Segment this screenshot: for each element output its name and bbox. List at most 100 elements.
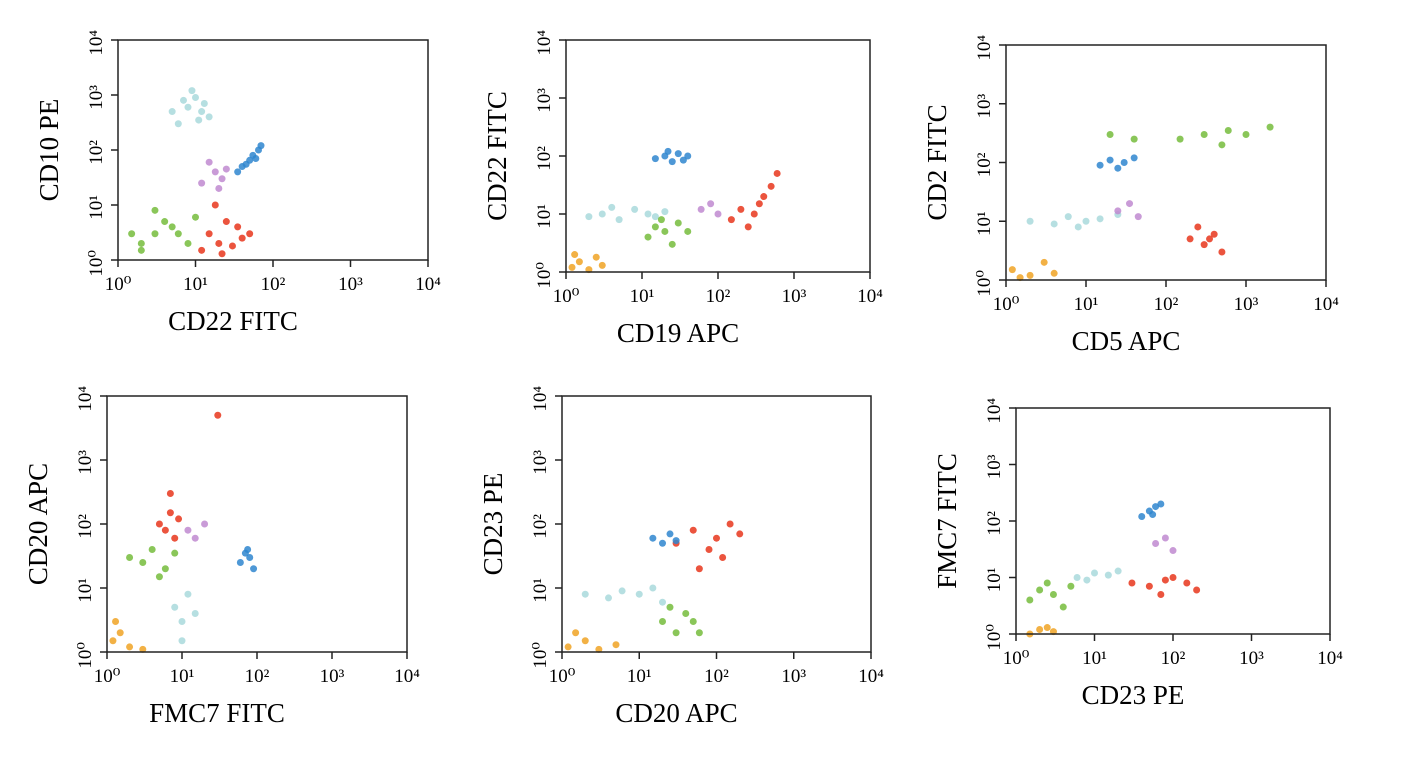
point: [168, 108, 176, 116]
y-tick-label: 10⁴: [530, 386, 551, 412]
point: [1218, 141, 1226, 149]
point: [246, 553, 254, 561]
point: [184, 239, 192, 247]
point: [719, 553, 727, 561]
point: [1210, 230, 1218, 238]
y-axis-title: CD22 FITC: [482, 91, 512, 221]
y-tick-label: 10⁰: [86, 250, 107, 277]
point: [1026, 271, 1034, 279]
point: [215, 239, 223, 247]
x-tick-label: 10¹: [183, 274, 208, 295]
x-tick-label: 10⁴: [1317, 648, 1343, 669]
y-axis-title: CD20 APC: [23, 463, 53, 585]
point: [585, 213, 593, 221]
y-tick-label: 10²: [75, 514, 96, 539]
point: [575, 258, 583, 266]
point: [727, 216, 735, 224]
point: [171, 549, 179, 557]
point: [178, 637, 186, 645]
point: [651, 213, 659, 221]
x-axis-title: CD19 APC: [617, 318, 739, 348]
point: [148, 545, 156, 553]
point: [736, 530, 744, 538]
y-tick-label: 10⁴: [974, 35, 995, 61]
x-tick-label: 10³: [1239, 648, 1264, 669]
x-tick-label: 10³: [338, 274, 363, 295]
point: [608, 203, 616, 211]
point: [1157, 500, 1165, 508]
point: [109, 637, 117, 645]
point: [1026, 596, 1034, 604]
point: [644, 210, 652, 218]
y-tick-label: 10⁴: [534, 30, 555, 56]
point: [246, 156, 254, 164]
y-axis-title: CD10 PE: [34, 99, 64, 202]
x-axis-title: CD23 PE: [1082, 680, 1185, 710]
point: [750, 210, 758, 218]
plot-frame: [1005, 44, 1327, 281]
y-tick-label: 10¹: [534, 204, 555, 229]
point: [737, 205, 745, 213]
point: [1104, 571, 1112, 579]
point: [1043, 624, 1051, 632]
point: [767, 182, 775, 190]
point: [184, 590, 192, 598]
point: [1152, 539, 1160, 547]
point: [184, 103, 192, 111]
y-axis-title: FMC7 FITC: [932, 453, 962, 589]
point: [1206, 235, 1214, 243]
point: [151, 206, 159, 214]
point: [246, 230, 254, 238]
point: [672, 537, 680, 545]
point: [191, 609, 199, 617]
point: [581, 637, 589, 645]
point: [1083, 576, 1091, 584]
point: [1082, 217, 1090, 225]
point: [674, 219, 682, 227]
point: [191, 534, 199, 542]
point: [679, 156, 687, 164]
point: [234, 223, 242, 231]
point: [218, 250, 226, 258]
point: [598, 210, 606, 218]
point: [244, 545, 252, 553]
point: [666, 603, 674, 611]
point: [139, 645, 147, 653]
x-tick-label: 10²: [1154, 294, 1179, 315]
point: [1120, 159, 1128, 166]
point: [1145, 582, 1153, 590]
point: [684, 152, 692, 160]
point: [1186, 235, 1194, 243]
point: [684, 227, 692, 235]
point: [659, 539, 667, 547]
point: [664, 147, 672, 155]
point: [168, 223, 176, 231]
point: [211, 201, 219, 209]
point: [1049, 591, 1057, 599]
point: [250, 565, 258, 573]
point: [205, 230, 213, 238]
point: [161, 565, 169, 573]
y-tick-label: 10⁰: [974, 270, 995, 297]
x-tick-label: 10²: [706, 286, 731, 307]
y-axis-title: CD23 PE: [478, 473, 508, 576]
x-tick-label: 10⁴: [394, 666, 420, 687]
point: [252, 155, 260, 163]
y-tick-label: 10¹: [86, 195, 107, 220]
point: [1149, 511, 1157, 519]
point: [1224, 127, 1232, 135]
point: [195, 116, 203, 124]
y-tick-label: 10³: [534, 88, 555, 113]
point: [744, 223, 752, 231]
x-tick-label: 10¹: [630, 286, 655, 307]
x-tick-label: 10¹: [170, 666, 195, 687]
point: [695, 565, 703, 573]
point: [592, 253, 600, 261]
point: [1074, 223, 1082, 231]
point: [1193, 586, 1201, 594]
point: [1183, 579, 1191, 587]
point: [635, 590, 643, 598]
point: [697, 205, 705, 213]
y-tick-label: 10⁰: [75, 642, 96, 669]
point: [1036, 626, 1044, 634]
